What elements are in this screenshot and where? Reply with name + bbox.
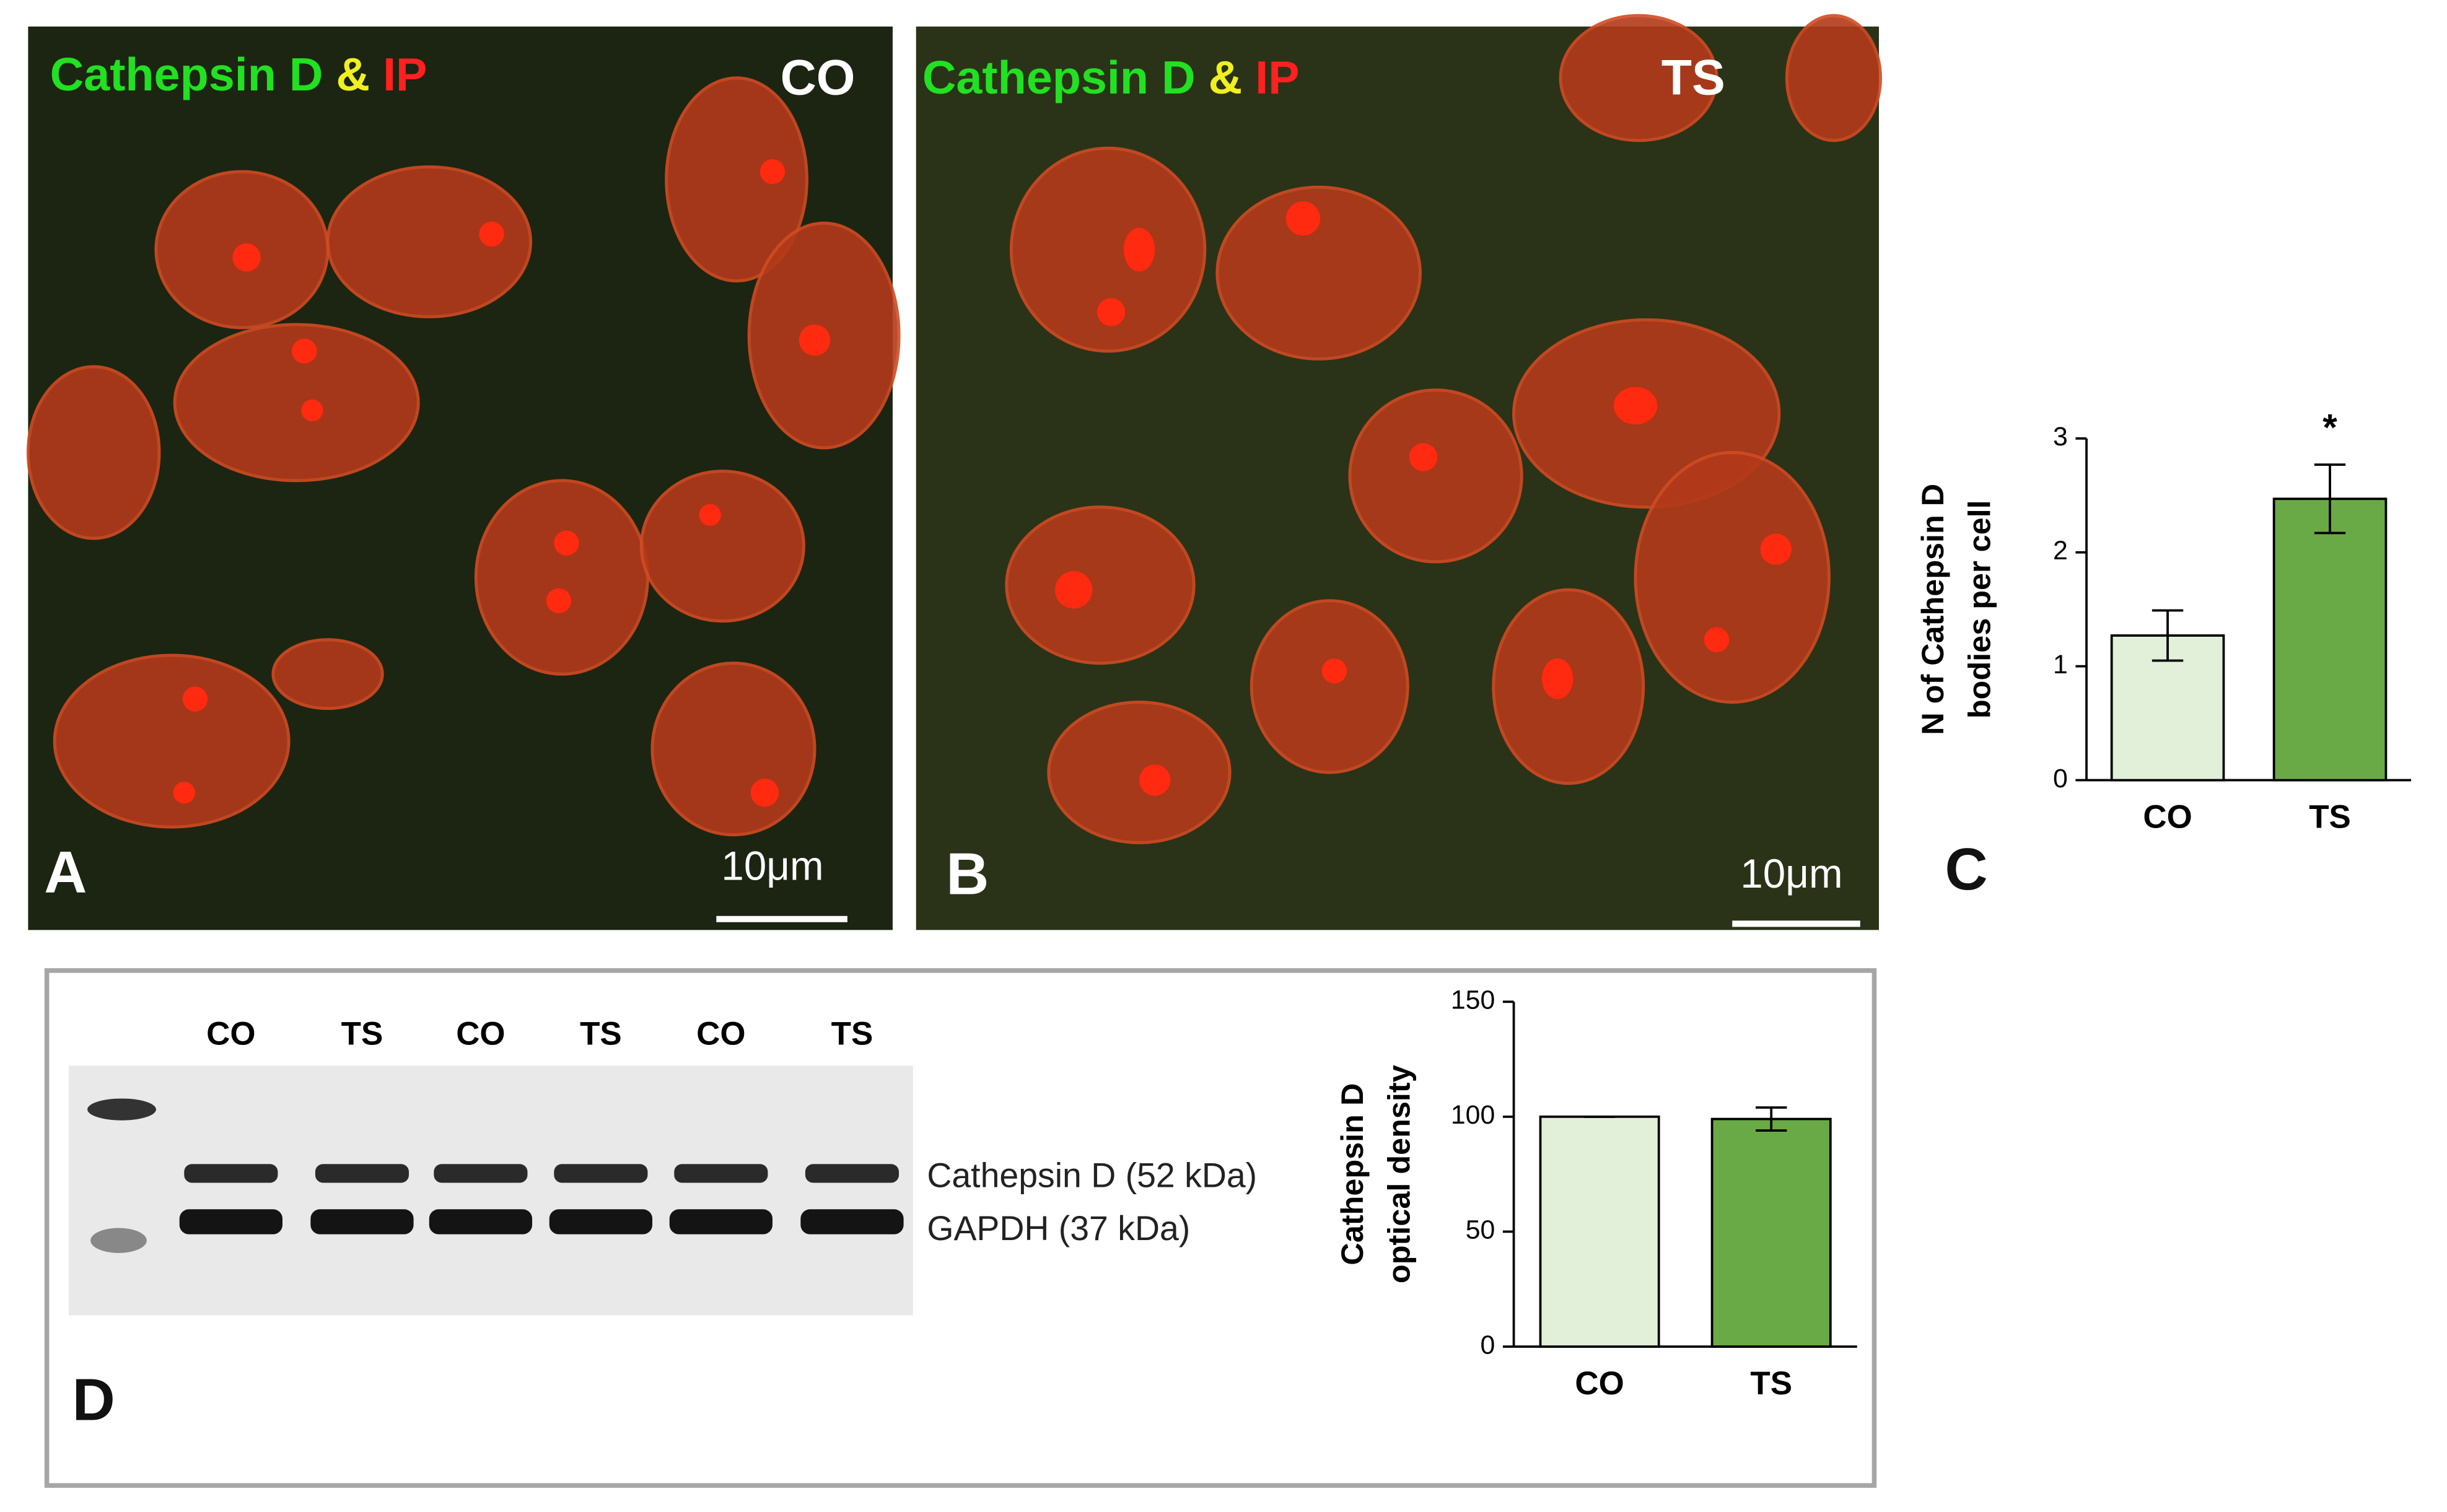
- lane-label: CO: [696, 1016, 745, 1052]
- charts: 0 1 2 3 N of Cathepsin D bodies per cell CO TS *…: [1334, 406, 2412, 1402]
- panel-frame: [44, 968, 1877, 1488]
- lane-label: CO: [206, 1016, 255, 1052]
- bar: [1539, 1115, 1660, 1348]
- y-tick-label: 100: [1451, 1100, 1495, 1130]
- band-label: Cathepsin D (52 kDa): [927, 1156, 1257, 1195]
- ladder-band: [90, 1228, 147, 1253]
- blot-band: [805, 1164, 900, 1183]
- y-tick-label: 150: [1451, 985, 1495, 1015]
- blot-band: [184, 1164, 278, 1183]
- cells: [1005, 14, 1883, 844]
- western-blot: [68, 1065, 913, 1316]
- blot-band: [669, 1209, 773, 1235]
- y-axis-label: optical density: [1381, 1065, 1416, 1283]
- y-tick-label: 3: [2053, 422, 2068, 452]
- y-tick-label: 0: [1481, 1330, 1495, 1360]
- panel-label: C: [1945, 836, 1988, 902]
- lane-label: CO: [456, 1016, 505, 1052]
- ladder-band: [87, 1098, 156, 1121]
- x-tick-label: CO: [2143, 798, 2192, 835]
- y-tick-label: 50: [1466, 1215, 1495, 1245]
- scale-bar-label: 10μm: [1740, 851, 1842, 896]
- band-label: GAPDH (37 kDa): [927, 1209, 1190, 1248]
- blot-band: [429, 1209, 533, 1235]
- blot-band: [434, 1164, 528, 1183]
- bar: [2272, 497, 2388, 782]
- blot-band: [315, 1164, 409, 1183]
- scale-bar-label: 10μm: [721, 843, 823, 888]
- micrograph-a: Cathepsin D & IP CO A 10μm: [26, 26, 901, 930]
- cells: [26, 76, 901, 837]
- stain-label: Cathepsin D & IP: [922, 52, 1300, 104]
- blot-lanes: CO TS CO TS CO TS: [179, 1016, 904, 1235]
- y-tick-label: 2: [2053, 536, 2068, 566]
- y-axis-label: N of Cathepsin D: [1915, 484, 1950, 735]
- panel-label: A: [44, 839, 87, 906]
- y-axis-label: bodies per cell: [1962, 500, 1997, 719]
- x-tick-label: TS: [2309, 798, 2351, 835]
- micrograph-b: Cathepsin D & IP TS B 10μm: [916, 14, 1883, 930]
- condition-label: CO: [781, 50, 856, 105]
- x-tick-label: TS: [1750, 1365, 1792, 1402]
- blot-band: [554, 1164, 648, 1183]
- y-axis-label: Cathepsin D: [1334, 1083, 1370, 1265]
- bar: [1710, 1117, 1832, 1348]
- blot-band: [800, 1209, 904, 1235]
- blot-band: [674, 1164, 768, 1183]
- y-tick-label: 0: [2053, 764, 2068, 793]
- x-tick-label: CO: [1575, 1365, 1624, 1402]
- stain-label: Cathepsin D & IP: [50, 49, 427, 101]
- lane-label: TS: [580, 1016, 622, 1052]
- blot-band: [179, 1209, 282, 1235]
- condition-label: TS: [1661, 50, 1725, 105]
- y-tick-label: 1: [2053, 650, 2068, 680]
- panel-label: B: [946, 841, 989, 907]
- significance-mark: *: [2322, 406, 2337, 448]
- lane-label: TS: [831, 1016, 873, 1052]
- panel-label: D: [72, 1366, 115, 1433]
- blot-band: [549, 1209, 653, 1235]
- blot-band: [310, 1209, 414, 1235]
- lane-label: TS: [341, 1016, 383, 1052]
